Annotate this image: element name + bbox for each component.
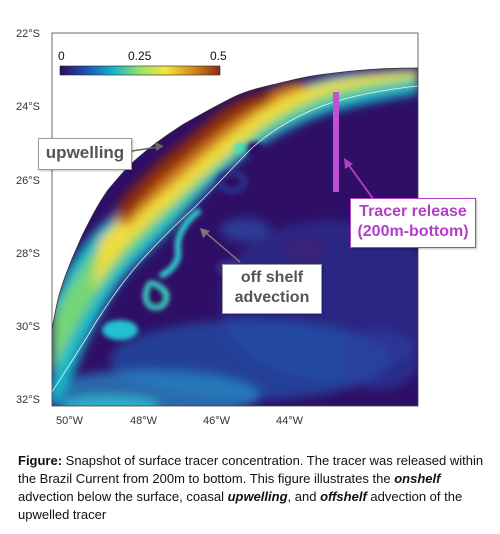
tracer-arrow bbox=[347, 163, 375, 201]
caption-text-3: , and bbox=[287, 489, 321, 504]
tracer-callout-line1: Tracer release bbox=[359, 203, 467, 220]
tracer-arrowhead bbox=[344, 158, 353, 169]
lon-label: 44°W bbox=[276, 415, 304, 427]
figure-caption: Figure: Snapshot of surface tracer conce… bbox=[18, 452, 488, 524]
caption-upwelling: upwelling bbox=[227, 489, 288, 504]
land-mass bbox=[52, 33, 418, 330]
offshelf-arrow bbox=[204, 231, 241, 263]
caption-text-1: Snapshot of surface tracer concentration… bbox=[18, 453, 484, 486]
lat-label: 28°S bbox=[16, 248, 40, 260]
latitude-labels: 22°S 24°S 26°S 28°S 30°S 32°S bbox=[16, 28, 40, 406]
tracer-release-bar bbox=[333, 92, 339, 192]
colorbar-tick-2: 0.5 bbox=[210, 49, 227, 63]
lon-label: 48°W bbox=[130, 415, 158, 427]
lat-label: 24°S bbox=[16, 101, 40, 113]
tracer-map: 0 0.25 0.5 22°S 24°S 26°S 28°S 30°S 32°S… bbox=[16, 28, 419, 427]
upwelling-arrowhead bbox=[155, 142, 164, 151]
lat-label: 30°S bbox=[16, 321, 40, 333]
upwelling-callout: upwelling bbox=[38, 138, 132, 170]
upwelling-arrow bbox=[131, 146, 159, 152]
callout-arrows bbox=[131, 142, 375, 263]
coastline bbox=[52, 67, 418, 331]
colorbar-tick-1: 0.25 bbox=[128, 49, 152, 63]
lon-label: 46°W bbox=[203, 415, 231, 427]
lat-label: 32°S bbox=[16, 394, 40, 406]
colorbar: 0 0.25 0.5 bbox=[58, 49, 227, 76]
caption-text-4: advection of the upwelled tracer bbox=[18, 489, 463, 522]
caption-onshelf: onshelf bbox=[394, 471, 441, 486]
lat-label: 26°S bbox=[16, 175, 40, 187]
caption-text-2: advection below the surface, coasal bbox=[18, 489, 228, 504]
caption-offshelf: offshelf bbox=[320, 489, 367, 504]
shelf-plume bbox=[52, 68, 418, 400]
upwelling-callout-text: upwelling bbox=[45, 143, 125, 162]
tracer-callout-line2: (200m-bottom) bbox=[357, 223, 469, 240]
lat-label: 22°S bbox=[16, 28, 40, 40]
offshelf-arrowhead bbox=[200, 228, 210, 238]
offshelf-callout: off shelf advection bbox=[222, 264, 322, 314]
offshelf-callout-line1: off shelf bbox=[240, 269, 304, 286]
tracer-release-callout: Tracer release (200m-bottom) bbox=[350, 198, 476, 248]
map-panel bbox=[52, 33, 418, 406]
longitude-labels: 50°W 48°W 46°W 44°W bbox=[56, 415, 304, 427]
isobath-line bbox=[52, 85, 418, 393]
colorbar-gradient bbox=[59, 65, 221, 76]
offshelf-callout-line2: advection bbox=[234, 289, 310, 306]
lon-label: 50°W bbox=[56, 415, 84, 427]
caption-label: Figure: bbox=[18, 453, 63, 468]
colorbar-tick-0: 0 bbox=[58, 49, 65, 63]
